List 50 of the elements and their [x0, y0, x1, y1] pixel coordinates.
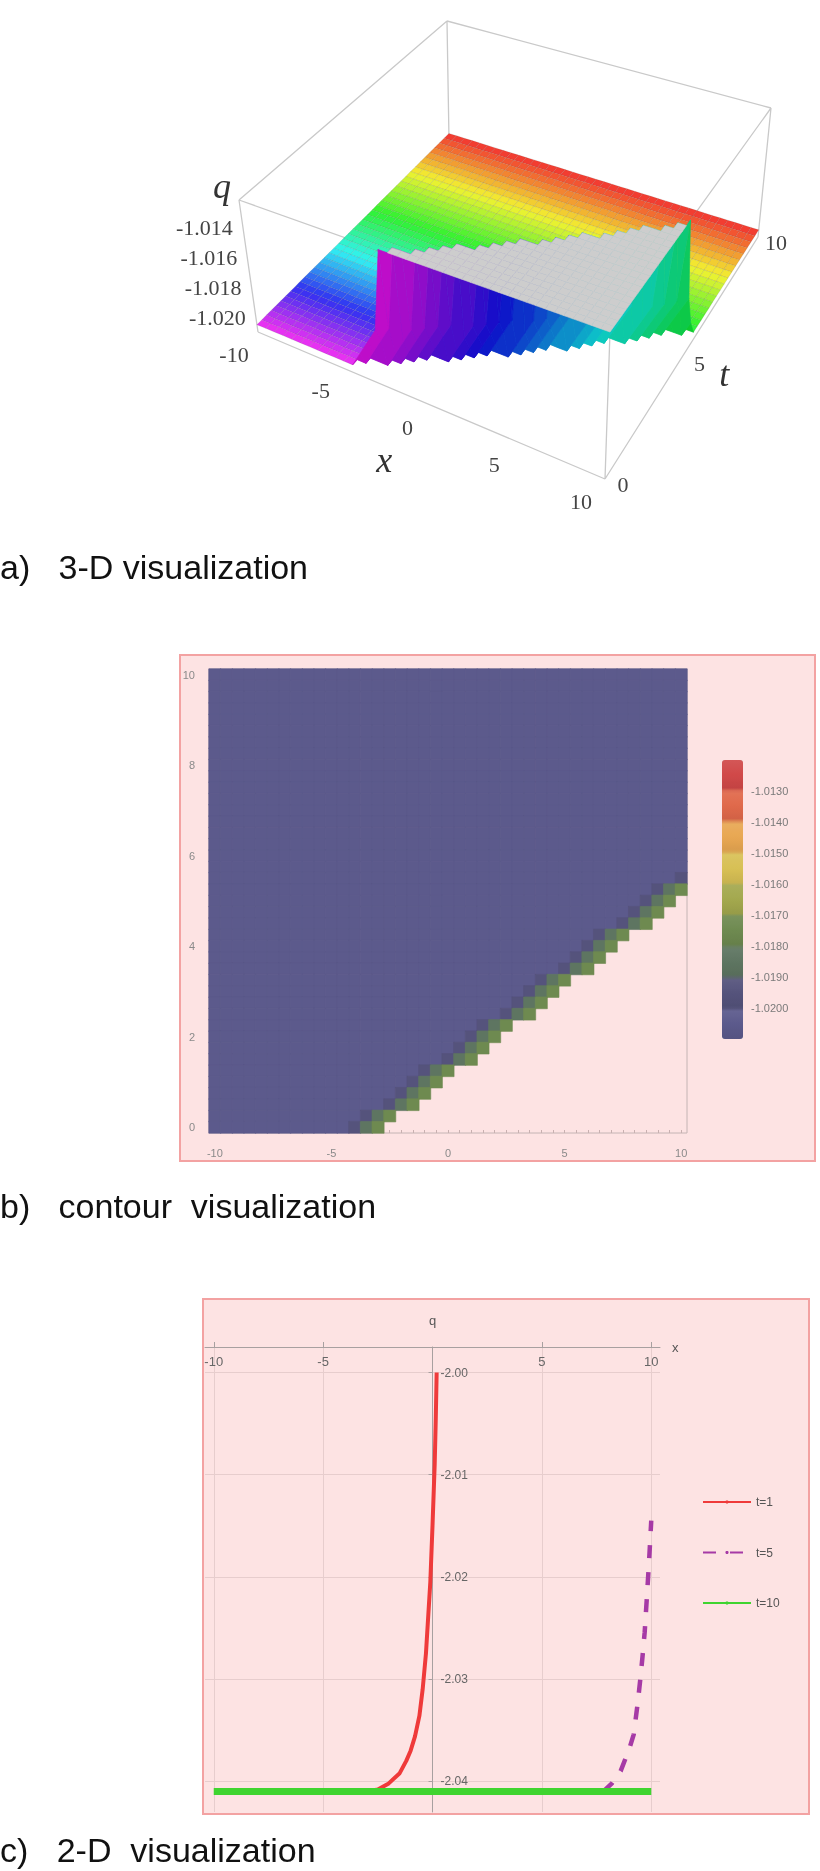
color-bar-label: -1.0130: [751, 785, 789, 797]
text: -10: [219, 341, 249, 367]
y-tick-label: -2.04: [440, 1774, 469, 1789]
y-axis-title: q: [428, 1313, 437, 1328]
text: x: [375, 440, 393, 481]
text: 0: [402, 415, 413, 440]
x-axis-title: x: [672, 1339, 679, 1355]
text: a) 3-D visualization: [0, 547, 309, 587]
text: -1.020: [189, 304, 246, 330]
y-tick-label: -2.01: [440, 1467, 469, 1482]
text: -1.018: [184, 274, 242, 300]
text: 5: [694, 350, 705, 376]
legend-label: t=1: [756, 1495, 774, 1509]
text: q: [213, 166, 231, 206]
color-bar-label: -1.0170: [751, 909, 789, 921]
color-bar-label: -1.0140: [751, 816, 789, 828]
x-tick-label: -10: [204, 1354, 224, 1369]
x-tick-label: 5: [538, 1354, 546, 1369]
color-bar-label: -1.0180: [751, 940, 789, 952]
text: 5: [488, 451, 500, 477]
text: c) 2-D visualization: [0, 1830, 316, 1870]
text: 10: [570, 488, 592, 514]
color-bar-label: -1.0200: [751, 1002, 789, 1014]
legend-label: t=5: [756, 1545, 774, 1560]
color-bar-label: -1.0160: [751, 878, 789, 890]
y-tick-label: 10: [182, 668, 195, 681]
color-bar-label: -1.0190: [751, 971, 789, 983]
text: -5: [311, 378, 330, 404]
y-tick-label: -2.03: [440, 1672, 469, 1687]
x-tick-label: 5: [561, 1146, 568, 1159]
y-tick-label: 2: [188, 1030, 195, 1043]
x-tick-label: -10: [206, 1146, 223, 1159]
legend-label: t=10: [756, 1596, 781, 1610]
text: b) contour visualization: [0, 1186, 377, 1226]
y-tick-label: 6: [188, 849, 195, 862]
x-tick-label: -5: [326, 1146, 337, 1159]
y-tick-label: 8: [188, 759, 195, 772]
y-tick-label: 4: [188, 940, 195, 953]
text: -1.016: [180, 244, 238, 270]
y-tick-label: -2.00: [440, 1365, 469, 1380]
text: -1.014: [176, 214, 233, 240]
x-tick-label: 10: [675, 1146, 688, 1159]
text: t: [719, 353, 731, 394]
text: 0: [617, 471, 629, 497]
text: 10: [765, 229, 787, 255]
x-tick-label: -5: [317, 1354, 329, 1369]
color-bar-label: -1.0150: [751, 847, 789, 859]
y-tick-label: 0: [188, 1121, 195, 1134]
x-tick-label: 10: [644, 1354, 659, 1369]
y-tick-label: -2.02: [440, 1569, 469, 1584]
